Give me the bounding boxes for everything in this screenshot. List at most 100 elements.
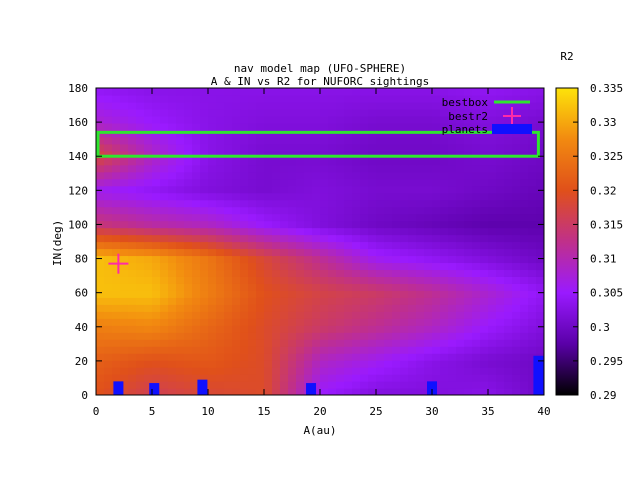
heatmap-cell [96,353,105,361]
heatmap-cell [232,283,241,291]
heatmap-cell [488,206,497,215]
heatmap-cell [536,325,544,333]
heatmap-cell [360,234,369,243]
heatmap-cell [344,136,353,145]
heatmap-cell [384,88,393,96]
heatmap-cell [288,192,297,201]
heatmap-cell [528,325,537,333]
heatmap-cell [368,346,377,354]
heatmap-cell [112,108,121,117]
heatmap-cell [216,381,225,389]
heatmap-cell [256,199,265,208]
heatmap-cell [416,332,425,340]
heatmap-cell [160,311,169,319]
heatmap-cell [96,185,105,194]
heatmap-cell [520,227,529,236]
heatmap-cell [440,136,449,145]
heatmap-cell [392,381,401,389]
heatmap-cell [328,227,337,236]
heatmap-cell [400,108,409,117]
heatmap-cell [424,304,433,312]
heatmap-cell [144,185,153,194]
heatmap-cell [288,374,297,382]
heatmap-cell [400,339,409,347]
heatmap-cell [272,192,281,201]
heatmap-cell [112,374,121,382]
heatmap-cell [376,325,385,333]
heatmap-cell [176,318,185,326]
heatmap-cell [504,353,513,361]
heatmap-cell [528,304,537,312]
heatmap-cell [312,311,321,319]
heatmap-cell [192,297,201,305]
heatmap-cell [360,339,369,347]
heatmap-cell [496,234,505,243]
heatmap-cell [192,150,201,159]
heatmap-cell [296,311,305,319]
heatmap-cell [416,304,425,312]
heatmap-cell [184,269,193,277]
heatmap-cell [368,325,377,333]
heatmap-cell [248,115,257,124]
heatmap-cell [368,199,377,208]
heatmap-cell [152,108,161,117]
heatmap-cell [416,374,425,382]
heatmap-cell [152,150,161,159]
heatmap-cell [496,339,505,347]
heatmap-cell [504,157,513,166]
heatmap-cell [448,206,457,215]
heatmap-cell [288,220,297,229]
heatmap-cell [352,276,361,284]
heatmap-cell [304,276,313,284]
heatmap-cell [352,339,361,347]
heatmap-cell [536,255,544,264]
heatmap-cell [384,150,393,159]
heatmap-cell [240,332,249,340]
heatmap-cell [176,332,185,340]
heatmap-cell [168,143,177,152]
heatmap-cell [512,220,521,229]
heatmap-cell [352,178,361,187]
heatmap-cell [432,94,441,103]
heatmap-cell [368,269,377,277]
heatmap-cell [104,88,113,96]
heatmap-cell [144,213,153,222]
heatmap-cell [296,143,305,152]
heatmap-cell [288,101,297,110]
heatmap-cell [136,353,145,361]
heatmap-cell [528,213,537,222]
heatmap-cell [408,213,417,222]
heatmap-cell [272,248,281,257]
heatmap-cell [264,213,273,222]
heatmap-cell [96,227,105,236]
heatmap-cell [528,192,537,201]
heatmap-cell [440,150,449,159]
heatmap-cell [440,367,449,375]
heatmap-cell [328,262,337,271]
heatmap-cell [96,143,105,152]
heatmap-cell [184,94,193,103]
heatmap-cell [432,185,441,194]
heatmap-cell [360,171,369,180]
heatmap-cell [104,269,113,277]
heatmap-cell [312,101,321,110]
heatmap-cell [376,262,385,271]
heatmap-cell [392,143,401,152]
heatmap-cell [520,171,529,180]
heatmap-cell [152,88,161,96]
heatmap-cell [400,115,409,124]
heatmap-cell [472,346,481,354]
heatmap-cell [408,283,417,291]
heatmap-cell [176,388,185,395]
heatmap-cell [104,213,113,222]
heatmap-cell [248,297,257,305]
heatmap-cell [256,248,265,257]
heatmap-cell [464,101,473,110]
heatmap-cell [328,150,337,159]
heatmap-cell [368,220,377,229]
heatmap-cell [464,178,473,187]
heatmap-cell [104,178,113,187]
heatmap-cell [328,353,337,361]
heatmap-cell [248,346,257,354]
heatmap-cell [352,150,361,159]
